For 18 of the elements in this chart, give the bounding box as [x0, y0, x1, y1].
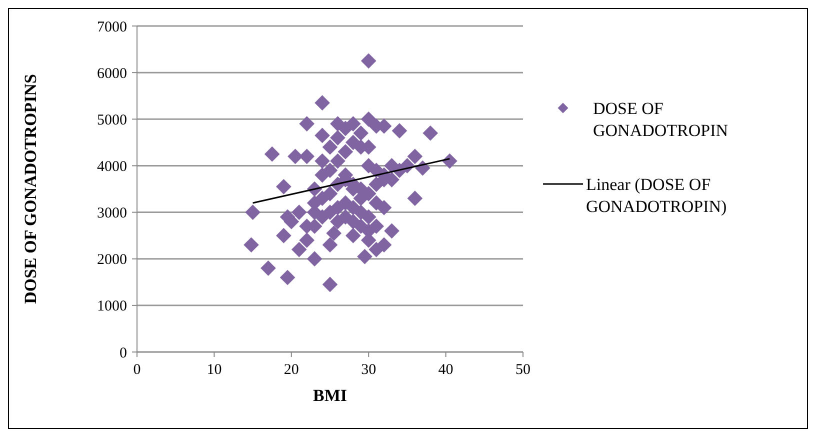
- x-tick-label: 30: [361, 362, 376, 378]
- legend-label: DOSE OF GONADOTROPIN: [593, 98, 728, 140]
- x-tick-label: 20: [284, 362, 299, 378]
- y-tick-label: 3000: [97, 206, 127, 222]
- x-tick-label: 50: [516, 362, 530, 378]
- y-tick-label: 5000: [97, 112, 127, 128]
- y-tick-label: 2000: [97, 252, 127, 268]
- y-tick-label: 0: [120, 345, 127, 362]
- y-tick-label: 1000: [97, 298, 127, 315]
- y-axis-title: DOSE OF GONADOTROPINS: [21, 74, 40, 304]
- x-tick-label: 40: [438, 362, 454, 378]
- y-tick-label: 6000: [97, 66, 127, 82]
- y-tick-label: 7000: [97, 19, 127, 36]
- x-tick-label: 0: [133, 362, 141, 378]
- legend-label: Linear (DOSE OF GONADOTROPIN): [586, 174, 727, 216]
- y-tick-label: 4000: [97, 158, 127, 175]
- x-tick-label: 10: [206, 362, 222, 378]
- x-axis-title: BMI: [313, 386, 348, 405]
